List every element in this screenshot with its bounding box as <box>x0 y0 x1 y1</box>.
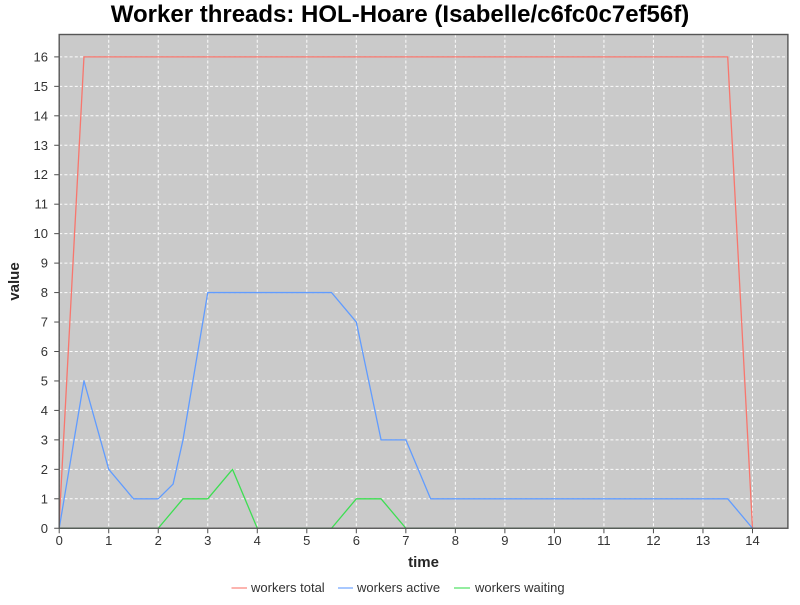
svg-text:9: 9 <box>501 533 508 548</box>
svg-text:2: 2 <box>155 533 162 548</box>
svg-text:10: 10 <box>547 533 561 548</box>
svg-text:value: value <box>6 262 23 300</box>
svg-text:0: 0 <box>41 521 48 536</box>
svg-text:8: 8 <box>41 285 48 300</box>
svg-text:8: 8 <box>452 533 459 548</box>
svg-text:2: 2 <box>41 462 48 477</box>
svg-text:0: 0 <box>56 533 63 548</box>
svg-text:10: 10 <box>34 226 48 241</box>
svg-text:11: 11 <box>35 197 49 212</box>
svg-text:9: 9 <box>41 256 48 271</box>
svg-text:workers waiting: workers waiting <box>474 580 565 595</box>
svg-text:workers active: workers active <box>356 580 440 595</box>
svg-text:7: 7 <box>402 533 409 548</box>
svg-text:3: 3 <box>41 432 48 447</box>
svg-text:3: 3 <box>204 533 211 548</box>
svg-text:workers total: workers total <box>250 580 325 595</box>
svg-text:14: 14 <box>745 533 759 548</box>
svg-text:4: 4 <box>254 533 261 548</box>
svg-text:7: 7 <box>41 315 48 330</box>
svg-text:15: 15 <box>34 79 48 94</box>
svg-text:14: 14 <box>34 108 48 123</box>
svg-text:12: 12 <box>34 167 48 182</box>
svg-text:1: 1 <box>41 491 48 506</box>
svg-text:11: 11 <box>597 533 611 548</box>
svg-text:5: 5 <box>41 373 48 388</box>
svg-text:13: 13 <box>34 138 48 153</box>
svg-text:6: 6 <box>41 344 48 359</box>
svg-text:16: 16 <box>34 49 48 64</box>
svg-text:12: 12 <box>646 533 660 548</box>
svg-text:5: 5 <box>303 533 310 548</box>
svg-text:13: 13 <box>696 533 710 548</box>
svg-text:time: time <box>408 554 439 571</box>
svg-text:1: 1 <box>105 533 112 548</box>
svg-text:6: 6 <box>353 533 360 548</box>
svg-text:4: 4 <box>41 403 48 418</box>
